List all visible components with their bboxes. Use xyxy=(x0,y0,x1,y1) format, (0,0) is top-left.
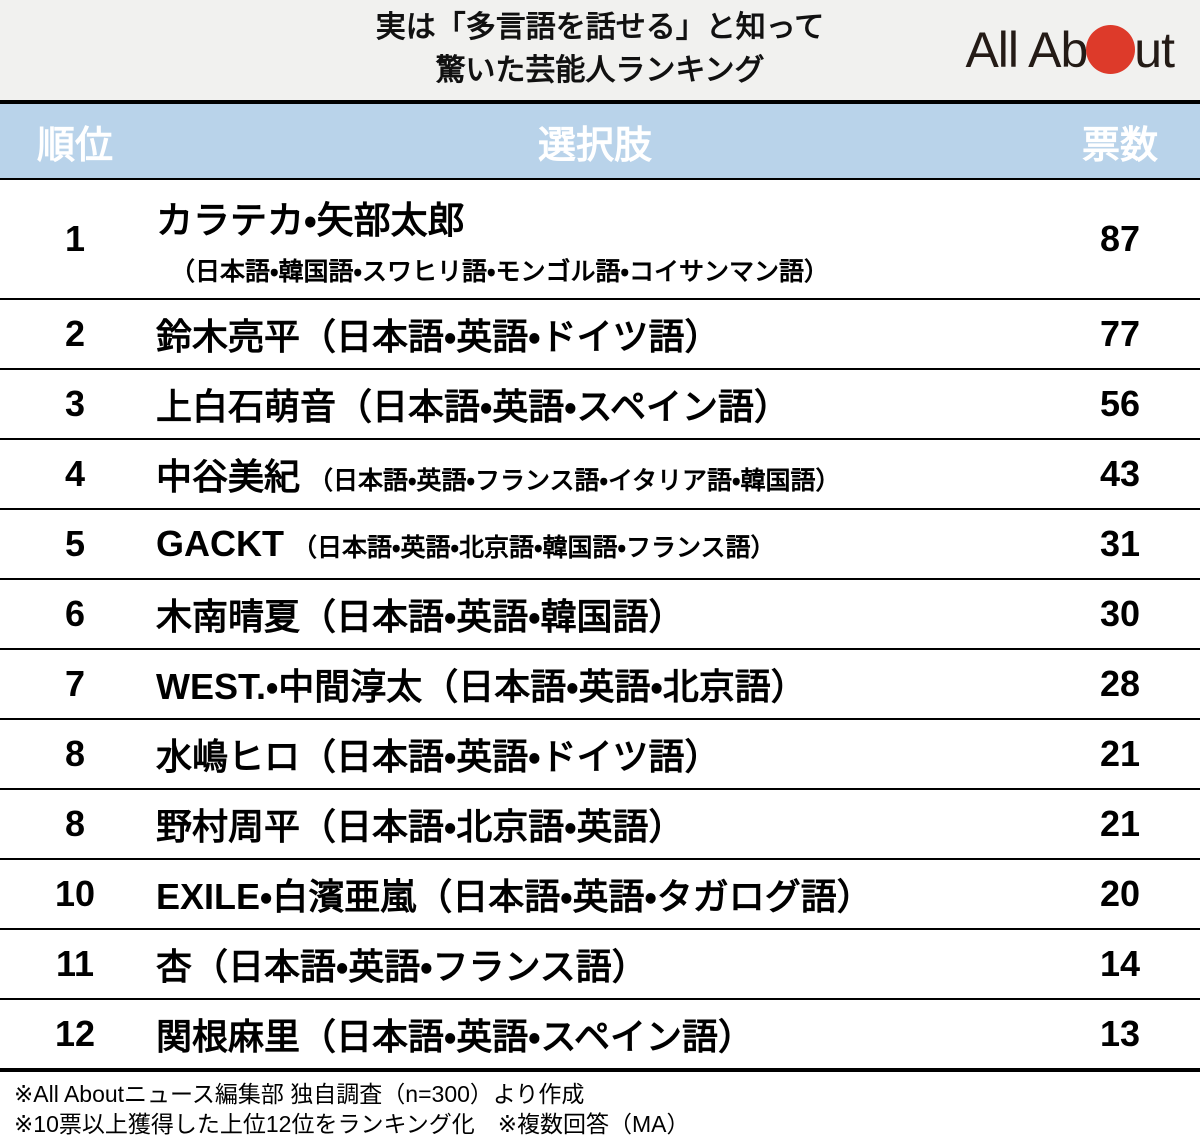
languages-label: （日本語・英語・スペイン語） xyxy=(336,386,790,427)
rank-cell: 10 xyxy=(54,873,96,914)
languages-label: （日本語・韓国語・スワヒリ語・モンゴル語・コイサンマン語） xyxy=(170,258,830,286)
rank-cell: 7 xyxy=(64,663,86,704)
logo-red-dot-icon xyxy=(1086,25,1136,74)
votes-cell: 56 xyxy=(1099,383,1141,424)
all-about-logo: All Ab ut xyxy=(965,21,1175,79)
celebrity-name: 水嶋ヒロ xyxy=(156,736,301,777)
choice-cell: 関根麻里（日本語・英語・スペイン語） xyxy=(150,1008,1040,1060)
logo-text-right: ut xyxy=(1134,22,1175,78)
celebrity-name: GACKT xyxy=(156,523,284,564)
celebrity-name: カラテカ・矢部太郎 xyxy=(156,200,465,241)
table-row: 5 GACKT （日本語・英語・北京語・韓国語・フランス語） 31 xyxy=(0,508,1200,578)
page-title-line1: 実は「多言語を話せる」と知って xyxy=(375,11,825,45)
celebrity-name: EXILE・白濱亜嵐 xyxy=(156,876,417,917)
choice-cell: GACKT （日本語・英語・北京語・韓国語・フランス語） xyxy=(150,523,1040,565)
languages-label: （日本語・北京語・英語） xyxy=(300,806,685,847)
choice-cell: 野村周平（日本語・北京語・英語） xyxy=(150,798,1040,850)
choice-cell: 中谷美紀 （日本語・英語・フランス語・イタリア語・韓国語） xyxy=(150,448,1040,500)
votes-cell: 14 xyxy=(1099,943,1141,984)
languages-label: （日本語・英語・北京語） xyxy=(422,666,807,707)
table-row: 8 野村周平（日本語・北京語・英語） 21 xyxy=(0,788,1200,858)
table-row: 11 杏（日本語・英語・フランス語） 14 xyxy=(0,928,1200,998)
languages-label: （日本語・英語・フランス語） xyxy=(192,946,648,987)
votes-cell: 43 xyxy=(1099,453,1141,494)
choice-cell: 杏（日本語・英語・フランス語） xyxy=(150,938,1040,990)
choice-cell: 木南晴夏（日本語・英語・韓国語） xyxy=(150,588,1040,640)
table-row: 3 上白石萌音（日本語・英語・スペイン語） 56 xyxy=(0,368,1200,438)
rank-cell: 5 xyxy=(64,523,86,564)
table-row: 6 木南晴夏（日本語・英語・韓国語） 30 xyxy=(0,578,1200,648)
celebrity-name: 杏 xyxy=(156,946,193,987)
votes-cell: 21 xyxy=(1099,803,1141,844)
survey-note-2: ※10票以上獲得した上位12位をランキング化 ※複数回答（MA） xyxy=(14,1111,690,1138)
rank-cell: 4 xyxy=(64,453,86,494)
column-header-votes: 票数 xyxy=(1081,124,1158,167)
votes-cell: 21 xyxy=(1099,733,1141,774)
rank-cell: 1 xyxy=(64,218,86,259)
table-row: 10 EXILE・白濱亜嵐（日本語・英語・タガログ語） 20 xyxy=(0,858,1200,928)
votes-cell: 28 xyxy=(1099,663,1141,704)
celebrity-name: 木南晴夏 xyxy=(156,596,301,637)
celebrity-name: 中谷美紀 xyxy=(156,456,301,497)
rank-cell: 12 xyxy=(54,1013,96,1054)
rank-cell: 11 xyxy=(55,943,95,984)
choice-cell: 上白石萌音（日本語・英語・スペイン語） xyxy=(150,378,1040,430)
table-row: 4 中谷美紀 （日本語・英語・フランス語・イタリア語・韓国語） 43 xyxy=(0,438,1200,508)
rank-cell: 8 xyxy=(64,733,86,774)
choice-cell: 鈴木亮平（日本語・英語・ドイツ語） xyxy=(150,308,1040,360)
votes-cell: 20 xyxy=(1099,873,1141,914)
logo-text-left: All Ab xyxy=(965,22,1088,78)
celebrity-name: WEST.・中間淳太 xyxy=(156,666,423,707)
languages-label: （日本語・英語・スペイン語） xyxy=(300,1016,754,1057)
table-row: 8 水嶋ヒロ（日本語・英語・ドイツ語） 21 xyxy=(0,718,1200,788)
table-row: 1 カラテカ・矢部太郎 （日本語・韓国語・スワヒリ語・モンゴル語・コイサンマン語… xyxy=(0,180,1200,298)
votes-cell: 31 xyxy=(1099,523,1141,564)
page-title: 実は「多言語を話せる」と知って 驚いた芸能人ランキング xyxy=(376,7,825,93)
rank-cell: 8 xyxy=(64,803,86,844)
rank-cell: 6 xyxy=(64,593,86,634)
rank-cell: 3 xyxy=(64,383,86,424)
votes-cell: 30 xyxy=(1099,593,1141,634)
celebrity-name: 上白石萌音 xyxy=(156,386,337,427)
table-header-row: 順位 選択肢 票数 xyxy=(0,104,1200,180)
footer-notes: ※All Aboutニュース編集部 独自調査（n=300）より作成 ※10票以上… xyxy=(0,1068,1200,1140)
celebrity-name: 関根麻里 xyxy=(156,1016,301,1057)
languages-label: （日本語・英語・北京語・韓国語・フランス語） xyxy=(292,534,776,562)
celebrity-name: 野村周平 xyxy=(156,806,301,847)
choice-cell: カラテカ・矢部太郎 （日本語・韓国語・スワヒリ語・モンゴル語・コイサンマン語） xyxy=(150,190,1040,288)
choice-cell: WEST.・中間淳太（日本語・英語・北京語） xyxy=(150,658,1040,710)
languages-label: （日本語・英語・フランス語・イタリア語・韓国語） xyxy=(308,467,841,495)
table-row: 7 WEST.・中間淳太（日本語・英語・北京語） 28 xyxy=(0,648,1200,718)
column-header-choice: 選択肢 xyxy=(537,124,652,167)
choice-cell: EXILE・白濱亜嵐（日本語・英語・タガログ語） xyxy=(150,868,1040,920)
table-row: 2 鈴木亮平（日本語・英語・ドイツ語） 77 xyxy=(0,298,1200,368)
votes-cell: 87 xyxy=(1099,218,1141,259)
masthead: 実は「多言語を話せる」と知って 驚いた芸能人ランキング All Ab ut xyxy=(0,0,1200,104)
choice-cell: 水嶋ヒロ（日本語・英語・ドイツ語） xyxy=(150,728,1040,780)
ranking-table: 順位 選択肢 票数 1 カラテカ・矢部太郎 （日本語・韓国語・スワヒリ語・モンゴ… xyxy=(0,104,1200,1068)
languages-label: （日本語・英語・タガログ語） xyxy=(416,876,873,917)
page-title-line2: 驚いた芸能人ランキング xyxy=(435,54,765,87)
votes-cell: 13 xyxy=(1099,1013,1141,1054)
column-header-rank: 順位 xyxy=(36,124,113,167)
votes-cell: 77 xyxy=(1099,313,1141,354)
languages-label: （日本語・英語・ドイツ語） xyxy=(300,316,721,357)
languages-label: （日本語・英語・韓国語） xyxy=(300,596,685,637)
table-row: 12 関根麻里（日本語・英語・スペイン語） 13 xyxy=(0,998,1200,1068)
rank-cell: 2 xyxy=(64,313,86,354)
survey-note-1: ※All Aboutニュース編集部 独自調査（n=300）より作成 xyxy=(14,1081,585,1107)
celebrity-name: 鈴木亮平 xyxy=(156,316,301,357)
languages-label: （日本語・英語・ドイツ語） xyxy=(300,736,721,777)
